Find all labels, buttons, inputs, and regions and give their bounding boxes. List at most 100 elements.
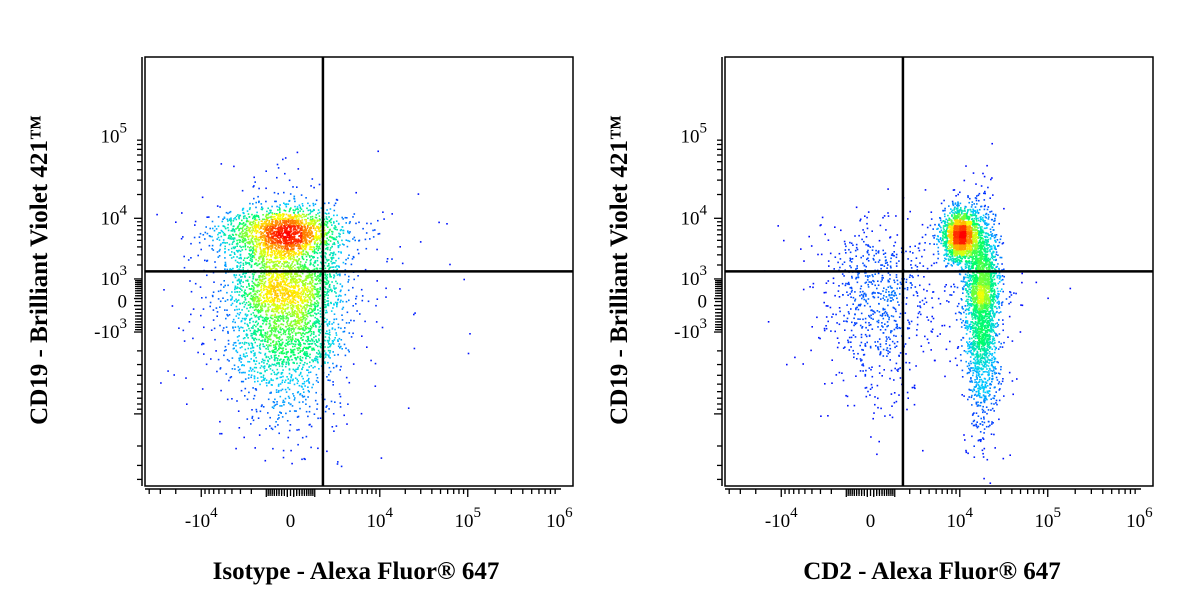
- event-dot: [274, 226, 276, 228]
- event-dot: [245, 342, 248, 344]
- event-dot: [316, 317, 318, 320]
- event-dot: [275, 225, 277, 227]
- event-dot: [219, 432, 221, 435]
- event-dot: [285, 265, 288, 267]
- event-dot: [202, 343, 205, 345]
- event-dot: [337, 345, 340, 348]
- event-dot: [271, 240, 273, 242]
- event-dot: [271, 298, 274, 300]
- event-dot: [251, 409, 253, 411]
- event-dot: [284, 203, 286, 206]
- event-dot: [244, 244, 247, 247]
- event-dot: [280, 253, 282, 256]
- event-dot: [283, 219, 285, 222]
- event-dot: [226, 309, 228, 311]
- event-dot: [283, 317, 285, 319]
- event-dot: [259, 314, 262, 317]
- event-dot: [291, 338, 293, 341]
- event-dot: [295, 217, 297, 219]
- event-dot: [335, 365, 338, 368]
- event-dot: [273, 264, 275, 267]
- event-dot: [288, 298, 290, 300]
- event-dot: [302, 249, 304, 252]
- event-dot: [297, 212, 299, 214]
- event-dot: [233, 364, 236, 367]
- event-dot: [311, 292, 314, 295]
- event-dot: [254, 235, 257, 238]
- event-dot: [248, 253, 250, 255]
- event-dot: [344, 216, 347, 219]
- event-dot: [301, 231, 304, 234]
- event-dot: [292, 349, 295, 351]
- event-dot: [253, 324, 256, 326]
- event-dot: [285, 329, 287, 332]
- event-dot: [242, 222, 245, 224]
- event-dot: [271, 227, 274, 229]
- event-dot: [285, 220, 287, 222]
- event-dot: [211, 294, 214, 297]
- event-dot: [269, 425, 271, 427]
- event-dot: [328, 336, 330, 339]
- event-dot: [300, 385, 303, 388]
- event-dot: [304, 458, 306, 461]
- event-dot: [291, 311, 293, 313]
- event-dot: [294, 302, 297, 305]
- event-dot: [319, 310, 322, 312]
- event-dot: [269, 254, 272, 257]
- event-dot: [287, 219, 290, 221]
- event-dot: [287, 252, 290, 255]
- event-dot: [258, 243, 260, 245]
- event-dot: [281, 306, 284, 309]
- event-dot: [265, 288, 268, 290]
- event-dot: [295, 332, 298, 335]
- event-dot: [279, 307, 281, 310]
- event-dot: [197, 254, 199, 257]
- event-dot: [266, 318, 268, 320]
- event-dot: [306, 277, 309, 279]
- event-dot: [292, 251, 294, 253]
- event-dot: [298, 274, 301, 277]
- event-dot: [255, 251, 258, 253]
- event-dot: [287, 328, 289, 330]
- event-dot: [277, 424, 279, 426]
- event-dot: [228, 219, 231, 222]
- event-dot: [344, 269, 347, 271]
- event-dot: [341, 285, 343, 288]
- event-dot: [259, 310, 262, 313]
- event-dot: [330, 257, 333, 259]
- event-dot: [271, 293, 273, 295]
- event-dot: [340, 345, 342, 348]
- event-dot: [282, 294, 284, 297]
- event-dot: [276, 260, 279, 262]
- event-dot: [263, 253, 266, 256]
- event-dot: [282, 299, 284, 302]
- event-dot: [354, 239, 356, 242]
- event-dot: [306, 352, 309, 355]
- event-dot: [386, 260, 388, 263]
- event-dot: [274, 257, 277, 260]
- event-dot: [328, 268, 330, 270]
- event-dot: [323, 306, 326, 309]
- event-dot: [293, 410, 296, 412]
- event-dot: [257, 222, 260, 224]
- event-dot: [245, 279, 247, 282]
- event-dot: [342, 306, 345, 309]
- event-dot: [311, 222, 313, 225]
- event-dot: [306, 299, 308, 301]
- event-dot: [314, 203, 317, 205]
- event-dot: [267, 306, 270, 309]
- event-dot: [257, 215, 260, 217]
- event-dot: [269, 236, 272, 239]
- event-dot: [271, 212, 274, 214]
- event-dot: [286, 288, 289, 290]
- event-dot: [225, 211, 228, 214]
- event-dot: [292, 350, 294, 353]
- event-dot: [230, 222, 233, 224]
- event-dot: [251, 235, 254, 238]
- event-dot: [277, 277, 280, 280]
- event-dot: [282, 225, 285, 227]
- event-dot: [263, 367, 266, 370]
- event-dot: [292, 345, 294, 348]
- event-dot: [294, 310, 296, 312]
- event-dot: [291, 331, 293, 334]
